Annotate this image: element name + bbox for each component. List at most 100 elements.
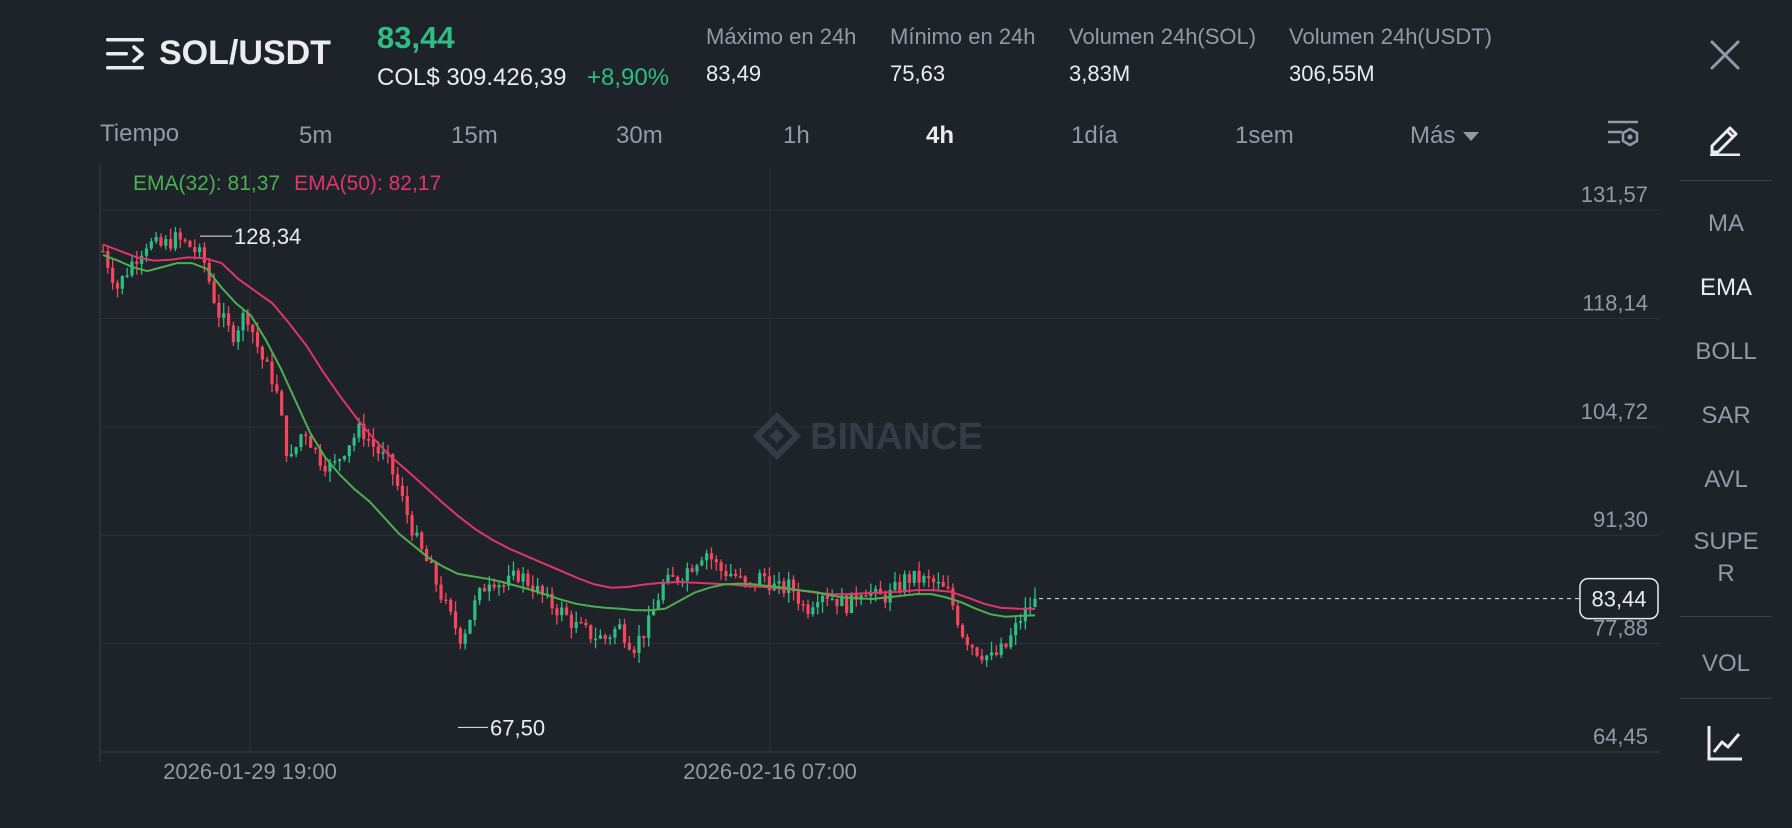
candle-body	[579, 621, 583, 624]
candle-body	[135, 261, 139, 264]
candle-body	[487, 584, 491, 592]
candle-body	[787, 579, 791, 593]
candle-body	[309, 436, 313, 448]
candle-body	[849, 592, 854, 614]
indicator-super-line1[interactable]: SUPE	[1693, 528, 1759, 555]
candle-body	[376, 446, 380, 454]
y-tick-label: 77,88	[1593, 616, 1648, 641]
tab-1h[interactable]: 1h	[783, 122, 810, 149]
candle-body	[531, 585, 535, 592]
candle-body	[497, 585, 501, 588]
candle-body	[410, 515, 414, 536]
candle-body	[352, 437, 356, 446]
candle-body	[125, 275, 129, 277]
candle-body	[946, 586, 950, 589]
candle-body	[439, 584, 443, 600]
tab-30m[interactable]: 30m	[616, 122, 663, 149]
candle-body	[347, 445, 351, 457]
candle-body	[111, 267, 115, 283]
candle-body	[1014, 623, 1018, 636]
candle-body	[1033, 598, 1037, 608]
candle-body	[806, 604, 810, 615]
candle-body	[970, 645, 974, 648]
last-price: 83,44	[377, 20, 455, 55]
candle-body	[222, 313, 226, 318]
candle-body	[318, 449, 322, 466]
candle-body	[791, 579, 796, 592]
watermark-text: BINANCE	[810, 416, 983, 458]
candle-body	[700, 560, 704, 566]
candle-body	[676, 576, 680, 582]
indicator-settings-icon[interactable]	[1606, 118, 1640, 152]
indicator-vol[interactable]: VOL	[1701, 650, 1751, 677]
candle-body	[120, 276, 124, 289]
legend-ema50: EMA(50): 82,17	[294, 172, 442, 195]
tab-1sem[interactable]: 1sem	[1235, 122, 1294, 149]
tab-1dia[interactable]: 1día	[1071, 122, 1118, 149]
candle-body	[661, 583, 665, 601]
candle-body	[453, 611, 458, 629]
candle-body	[642, 635, 646, 638]
pair-title[interactable]: SOL/USDT	[159, 34, 331, 72]
candle-body	[164, 239, 168, 246]
tab-15m[interactable]: 15m	[451, 122, 498, 149]
candle-body	[777, 581, 781, 584]
candle-body	[260, 346, 264, 360]
indicator-boll[interactable]: BOLL	[1695, 338, 1757, 365]
candle-body	[333, 461, 337, 463]
candle-body	[463, 633, 467, 644]
indicator-sar[interactable]: SAR	[1701, 402, 1751, 429]
candle-body	[589, 625, 593, 640]
candle-body	[540, 585, 545, 595]
candle-body	[825, 596, 829, 599]
pen-icon[interactable]	[1706, 118, 1744, 156]
candle-body	[405, 496, 409, 516]
candle-body	[1023, 607, 1027, 622]
candle-body	[666, 574, 670, 584]
line-chart-icon[interactable]	[1706, 724, 1744, 762]
candle-body	[603, 635, 607, 639]
indicator-ema[interactable]: EMA	[1699, 274, 1752, 301]
candle-body	[922, 575, 926, 583]
candle-body	[197, 247, 202, 253]
candle-body	[246, 312, 250, 325]
tab-4h[interactable]: 4h	[926, 122, 955, 149]
candle-body	[608, 637, 612, 640]
candle-body	[729, 573, 733, 577]
candle-body	[569, 614, 574, 628]
stat-label: Mínimo en 24h	[890, 24, 1036, 49]
candle-body	[912, 570, 916, 583]
candle-body	[280, 391, 284, 416]
candle-body	[627, 642, 631, 650]
tab-more[interactable]: Más	[1410, 122, 1480, 150]
candle-body	[907, 574, 912, 583]
candle-body	[927, 575, 931, 579]
candle-body	[893, 582, 897, 590]
axes: 131,57 118,14 104,72 91,30 77,88 64,45 2026-01…	[163, 182, 1648, 784]
candle-body	[106, 251, 110, 268]
indicator-ma[interactable]: MA	[1708, 210, 1744, 237]
indicator-super-line2[interactable]: R	[1717, 560, 1735, 587]
candle-body	[299, 434, 303, 448]
candle-body	[173, 232, 178, 249]
candle-body	[323, 465, 327, 472]
candle-body	[903, 574, 907, 591]
candle-body	[202, 247, 207, 263]
candle-body	[975, 647, 979, 656]
indicator-avl[interactable]: AVL	[1704, 466, 1748, 493]
candle-body	[845, 595, 849, 614]
menu-icon[interactable]	[104, 36, 146, 72]
candle-body	[695, 565, 699, 572]
candle-body	[796, 591, 800, 604]
x-tick-label: 2026-01-29 19:00	[163, 759, 337, 784]
close-icon[interactable]	[1708, 38, 1742, 72]
candlestick-chart[interactable]: BINANCE 128,34 67,50 83,44 131,57 118,14 104…	[0, 160, 1680, 800]
candle-body	[357, 423, 361, 438]
divider	[1680, 180, 1772, 181]
candle-body	[878, 588, 883, 595]
tab-5m[interactable]: 5m	[299, 122, 333, 149]
candle-body	[941, 581, 945, 587]
candle-body	[584, 622, 588, 626]
candle-body	[275, 384, 279, 392]
candle-body	[956, 605, 960, 626]
